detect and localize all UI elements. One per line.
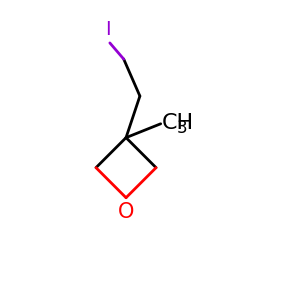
Text: I: I bbox=[105, 20, 110, 39]
Text: O: O bbox=[118, 202, 134, 222]
Text: CH: CH bbox=[162, 112, 194, 133]
Text: 3: 3 bbox=[177, 119, 187, 137]
